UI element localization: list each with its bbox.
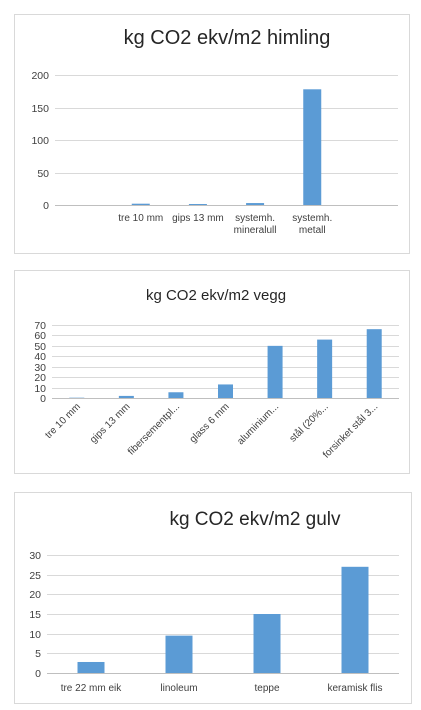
- bar: [253, 614, 281, 673]
- y-tick-label: 25: [29, 570, 41, 582]
- y-tick-label: 200: [31, 70, 49, 82]
- chart-title: kg CO2 ekv/m2 himling: [123, 27, 331, 49]
- category-label: stål (20%...: [287, 401, 331, 445]
- y-tick-label: 0: [35, 668, 41, 680]
- y-tick-label: 40: [34, 351, 46, 363]
- y-tick-label: 70: [34, 320, 46, 332]
- category-label: gips 13 mm: [88, 401, 132, 445]
- y-tick-label: 100: [31, 135, 49, 147]
- category-label: teppe: [254, 683, 279, 694]
- bar: [165, 635, 193, 673]
- chart-title: kg CO2 ekv/m2 gulv: [169, 509, 341, 530]
- y-tick-label: 5: [35, 648, 41, 660]
- y-tick-label: 50: [37, 168, 49, 180]
- y-tick-label: 10: [29, 629, 41, 641]
- y-tick-label: 30: [34, 362, 46, 374]
- category-label: aluminium...: [235, 401, 281, 447]
- chart-gulv-plot: 0 5 10 15 20 25 30 tre 22 mm eik linoleum teppe ke…: [29, 550, 399, 694]
- y-tick-label: 0: [40, 393, 46, 405]
- bar: [188, 204, 207, 205]
- y-tick-label: 15: [29, 609, 41, 621]
- bar: [168, 392, 184, 398]
- chart-panel-vegg: kg CO2 ekv/m2 vegg 0 10 20 30 40 50 60 70 tre 10…: [14, 270, 410, 474]
- chart-panel-gulv: kg CO2 ekv/m2 gulv 0 5 10 15 20 25 30 tre 22 mm…: [14, 492, 412, 704]
- y-tick-label: 20: [29, 589, 41, 601]
- category-label: systemh.: [235, 213, 275, 224]
- bar: [303, 89, 322, 205]
- y-tick-label: 10: [34, 383, 46, 395]
- bar: [218, 384, 233, 398]
- category-label: metall: [299, 225, 326, 236]
- bar: [341, 566, 369, 673]
- category-label: keramisk flis: [327, 683, 382, 694]
- chart-title: kg CO2 ekv/m2 vegg: [145, 287, 287, 304]
- bar: [317, 339, 333, 398]
- y-tick-label: 20: [34, 372, 46, 384]
- category-label: systemh.: [292, 213, 332, 224]
- category-label: linoleum: [160, 683, 197, 694]
- y-tick-label: 150: [31, 103, 49, 115]
- y-tick-label: 60: [34, 330, 46, 342]
- bar: [246, 203, 265, 205]
- bar: [77, 661, 105, 673]
- bar: [267, 345, 283, 398]
- category-label: tre 10 mm: [118, 213, 163, 224]
- bar: [366, 329, 382, 398]
- category-label: tre 10 mm: [43, 401, 83, 441]
- bar: [118, 395, 134, 398]
- y-tick-label: 50: [34, 341, 46, 353]
- category-label: glass 6 mm: [188, 401, 232, 445]
- y-tick-label: 30: [29, 550, 41, 562]
- category-label: gips 13 mm: [172, 213, 224, 224]
- bar: [131, 203, 150, 205]
- category-label: mineralull: [234, 225, 277, 236]
- category-label: tre 22 mm eik: [61, 683, 123, 694]
- category-label: fibersementpl...: [126, 401, 182, 457]
- chart-panel-himling: kg CO2 ekv/m2 himling 0 50 100 150 200 tre 10…: [14, 14, 410, 254]
- y-tick-label: 0: [43, 200, 49, 212]
